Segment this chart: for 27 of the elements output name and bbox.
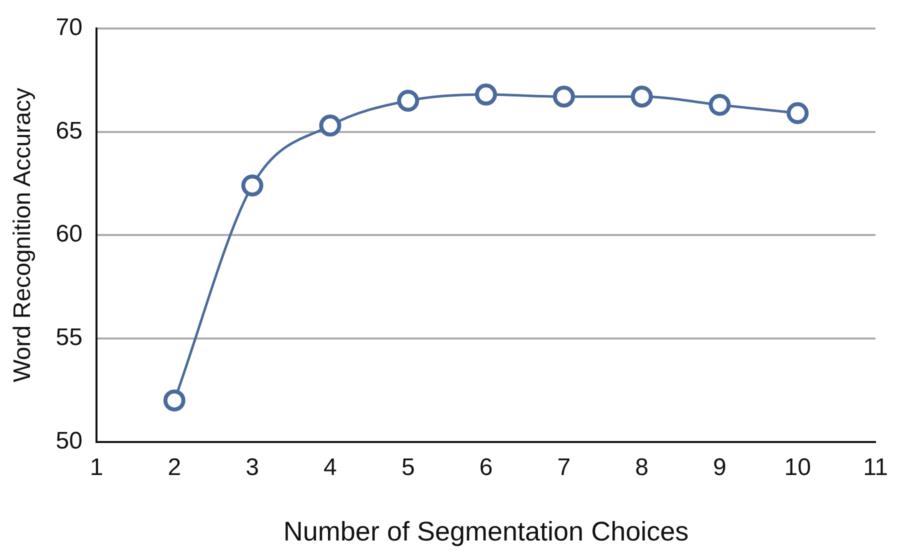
- x-axis-title: Number of Segmentation Choices: [283, 516, 689, 546]
- x-tick-label: 2: [168, 454, 182, 481]
- x-tick-label: 10: [784, 454, 811, 481]
- x-tick-label: 9: [713, 454, 726, 481]
- y-axis-title: Word Recognition Accuracy: [9, 88, 36, 382]
- point: [163, 389, 186, 412]
- x-tick-label: 6: [479, 454, 493, 481]
- x-tick-label: 4: [324, 454, 337, 481]
- x-tick-label: 11: [863, 454, 888, 481]
- y-tick-label: 60: [56, 220, 82, 248]
- x-tick-label: 5: [401, 454, 415, 481]
- y-tick-label: 70: [56, 14, 82, 42]
- point: [241, 174, 264, 196]
- point: [786, 102, 809, 124]
- point: [630, 86, 653, 108]
- y-tick-label: 55: [56, 324, 82, 352]
- y-tick-label: 65: [56, 117, 82, 144]
- x-tick-label: 8: [635, 454, 649, 481]
- point: [552, 86, 575, 108]
- point: [475, 84, 498, 106]
- x-tick-label: 3: [246, 454, 259, 481]
- point: [319, 114, 342, 137]
- point: [397, 90, 420, 112]
- x-tick-label: 1: [90, 454, 104, 481]
- x-tick-label: 7: [557, 454, 571, 481]
- y-tick-label: 50: [56, 427, 82, 454]
- point: [708, 94, 731, 116]
